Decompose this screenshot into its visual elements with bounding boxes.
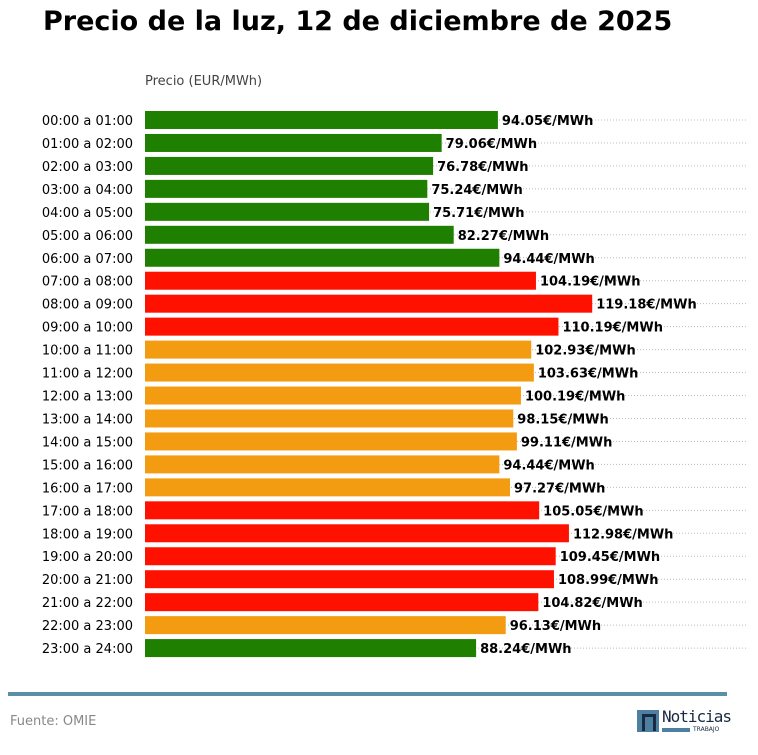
logo-sub: TRABAJO	[693, 726, 720, 733]
data-label: 112.98€/MWh	[573, 527, 674, 542]
data-label: 98.15€/MWh	[517, 412, 608, 427]
bar	[145, 432, 517, 451]
data-label: 79.06€/MWh	[446, 137, 537, 152]
bar	[145, 133, 442, 152]
category-label: 01:00 a 02:00	[42, 137, 133, 152]
bar	[145, 570, 554, 589]
bar	[145, 524, 569, 543]
logo-icon	[637, 710, 659, 732]
bar	[145, 248, 500, 267]
bar	[145, 271, 536, 290]
data-label: 109.45€/MWh	[560, 550, 661, 565]
data-label: 104.82€/MWh	[542, 596, 643, 611]
data-label: 119.18€/MWh	[596, 298, 697, 313]
bar	[145, 409, 514, 428]
category-label: 20:00 a 21:00	[42, 573, 133, 588]
category-label: 21:00 a 22:00	[42, 596, 133, 611]
data-label: 108.99€/MWh	[558, 573, 659, 588]
category-label: 08:00 a 09:00	[42, 298, 133, 313]
logo-word: Noticias	[662, 707, 732, 726]
bar	[145, 156, 434, 175]
x-axis-label: Precio (EUR/MWh)	[145, 74, 263, 89]
category-label: 17:00 a 18:00	[42, 504, 133, 519]
bar	[145, 639, 477, 658]
category-label: 02:00 a 03:00	[42, 160, 133, 175]
data-label: 100.19€/MWh	[525, 390, 626, 405]
footer-divider	[8, 692, 727, 696]
category-label: 07:00 a 08:00	[42, 275, 133, 290]
category-label: 12:00 a 13:00	[42, 390, 133, 405]
category-label: 18:00 a 19:00	[42, 527, 133, 542]
category-label: 16:00 a 17:00	[42, 481, 133, 496]
category-label: 00:00 a 01:00	[42, 114, 133, 129]
bar	[145, 363, 534, 382]
source-text: Fuente: OMIE	[10, 714, 97, 729]
data-label: 94.05€/MWh	[502, 114, 593, 129]
data-label: 88.24€/MWh	[480, 642, 571, 657]
category-label: 11:00 a 12:00	[42, 367, 133, 382]
data-label: 102.93€/MWh	[535, 344, 636, 359]
data-label: 104.19€/MWh	[540, 275, 641, 290]
category-label: 15:00 a 16:00	[42, 458, 133, 473]
bar	[145, 340, 532, 359]
data-label: 82.27€/MWh	[458, 229, 549, 244]
noticias-trabajo-logo: Noticias TRABAJO	[637, 707, 732, 734]
bar	[145, 317, 559, 336]
data-label: 94.44€/MWh	[503, 458, 594, 473]
category-label: 22:00 a 23:00	[42, 619, 133, 634]
bar	[145, 455, 500, 474]
bar	[145, 616, 506, 635]
data-label: 94.44€/MWh	[503, 252, 594, 267]
bar	[145, 225, 454, 244]
bar	[145, 386, 521, 405]
data-label: 105.05€/MWh	[543, 504, 644, 519]
category-label: 06:00 a 07:00	[42, 252, 133, 267]
logo-bar	[662, 728, 690, 732]
bar-chart: 00:00 a 01:00 94.05€/MWh 01:00 a 02:00 79.0…	[42, 111, 748, 658]
bar	[145, 478, 510, 497]
data-label: 103.63€/MWh	[538, 367, 639, 382]
chart-title: Precio de la luz, 12 de diciembre de 202…	[43, 6, 673, 37]
category-label: 10:00 a 11:00	[42, 344, 133, 359]
data-label: 76.78€/MWh	[437, 160, 528, 175]
data-label: 96.13€/MWh	[510, 619, 601, 634]
bar	[145, 111, 498, 129]
category-label: 09:00 a 10:00	[42, 321, 133, 336]
bar	[145, 593, 539, 612]
category-label: 13:00 a 14:00	[42, 412, 133, 427]
bar	[145, 179, 428, 198]
category-label: 04:00 a 05:00	[42, 206, 133, 221]
data-label: 75.71€/MWh	[433, 206, 524, 221]
bar	[145, 202, 430, 221]
bar	[145, 501, 540, 520]
category-label: 19:00 a 20:00	[42, 550, 133, 565]
category-label: 23:00 a 24:00	[42, 642, 133, 657]
data-label: 97.27€/MWh	[514, 481, 605, 496]
bar	[145, 294, 593, 313]
category-label: 03:00 a 04:00	[42, 183, 133, 198]
bar	[145, 547, 556, 566]
data-label: 75.24€/MWh	[431, 183, 522, 198]
data-label: 110.19€/MWh	[562, 321, 663, 336]
category-label: 14:00 a 15:00	[42, 435, 133, 450]
category-label: 05:00 a 06:00	[42, 229, 133, 244]
data-label: 99.11€/MWh	[521, 435, 612, 450]
